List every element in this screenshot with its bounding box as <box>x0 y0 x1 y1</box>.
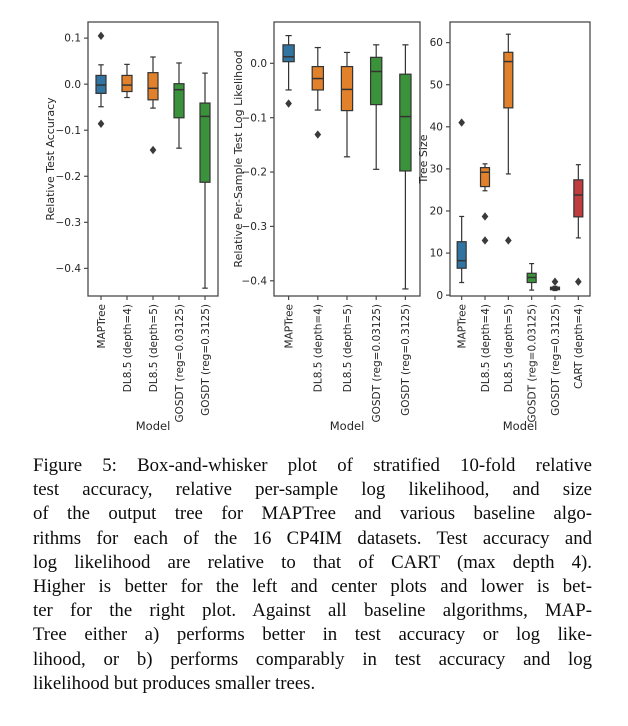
box <box>282 44 295 63</box>
box <box>340 65 354 112</box>
caption-line: rithms for each of the 16 CP4IM datasets… <box>33 527 592 549</box>
y-tick-label: −0.4 <box>242 275 268 287</box>
boxplot-figure: 0.1 0.0 −0.1 −0.2 −0.3 −0.4 Relative Test Accu… <box>44 21 591 433</box>
caption-line: Higher is better for the left and center… <box>33 576 592 598</box>
x-tick-label: GOSDT (reg=0.3125) <box>200 304 212 416</box>
y-tick-label: 40 <box>430 121 443 133</box>
box <box>121 74 133 93</box>
x-tick-label: DL8.5 (depth=4) <box>313 304 325 392</box>
box <box>147 72 159 101</box>
outlier-point <box>504 236 512 245</box>
y-tick-label: 30 <box>430 163 443 175</box>
caption-line: of the output tree for MAPTree and vario… <box>33 503 592 525</box>
y-tick-label: −0.3 <box>56 217 82 229</box>
x-axis-label: Model <box>330 419 365 433</box>
x-tick-label: DL8.5 (depth=4) <box>122 304 134 392</box>
y-axis-label: Relative Per-Sample Test Log Likelihood <box>232 50 245 267</box>
x-tick-label: MAPTree <box>283 304 295 348</box>
x-tick-label: MAPTree <box>96 304 108 348</box>
outlier-point <box>481 212 489 221</box>
outlier-point <box>314 130 322 139</box>
figure-caption: Figure 5: Box-and-whisker plot of strati… <box>33 454 592 696</box>
y-tick-label: 60 <box>430 37 443 49</box>
panel-1: 0.0 −0.1 −0.2 −0.3 −0.4 Relative Per-Sample T… <box>232 21 421 433</box>
outlier-point <box>551 277 559 286</box>
y-tick-label: 0.0 <box>64 79 81 91</box>
x-tick-label: DL8.5 (depth=5) <box>148 304 160 392</box>
caption-line: Tree either a) performs better in test a… <box>33 624 592 646</box>
y-tick-label: −0.1 <box>56 125 82 137</box>
y-tick-label: 50 <box>430 79 443 91</box>
outlier-point <box>285 99 292 108</box>
outlier-point <box>97 31 105 41</box>
caption-line: Figure 5: Box-and-whisker plot of strati… <box>33 455 592 476</box>
box <box>199 102 211 183</box>
y-tick-label: −0.3 <box>242 221 268 233</box>
x-tick-label: GOSDT (reg=0.03125) <box>526 304 538 423</box>
x-tick-label: DL8.5 (depth=5) <box>342 304 354 392</box>
box <box>479 167 491 188</box>
box <box>503 51 514 109</box>
outlier-point <box>458 118 466 127</box>
outlier-point <box>97 119 105 128</box>
x-axis-label: Model <box>503 419 538 433</box>
panel-0: 0.1 0.0 −0.1 −0.2 −0.3 −0.4 Relative Test Accu… <box>44 21 219 433</box>
y-tick-label: 20 <box>430 206 443 218</box>
y-tick-label: −0.2 <box>242 167 268 179</box>
caption-line: test accuracy, relative per-sample log l… <box>33 479 592 501</box>
caption-line: lihood, or b) performs comparably in tes… <box>33 648 592 670</box>
x-tick-label: GOSDT (reg=0.03125) <box>174 304 186 423</box>
y-tick-label: 0.0 <box>250 58 267 70</box>
outlier-point <box>149 145 157 155</box>
axes-frame <box>449 21 591 297</box>
box <box>399 73 412 172</box>
box <box>369 56 383 106</box>
x-axis-label: Model <box>136 419 171 433</box>
caption-line: log likelihood are relative to that of C… <box>33 551 592 573</box>
box <box>456 241 467 269</box>
x-tick-label: GOSDT (reg=0.03125) <box>371 304 383 423</box>
y-tick-label: −0.1 <box>242 112 268 124</box>
caption-line: likelihood but produces smaller trees. <box>33 672 316 694</box>
y-tick-label: 0.1 <box>64 33 81 45</box>
y-tick-label: 10 <box>430 248 443 260</box>
box <box>173 83 185 119</box>
x-tick-label: DL8.5 (depth=4) <box>480 304 492 392</box>
y-tick-label: −0.4 <box>56 263 82 275</box>
x-tick-label: GOSDT (reg=0.3125) <box>400 304 412 416</box>
x-tick-label: GOSDT (reg=0.3125) <box>550 304 562 416</box>
y-axis-label: Relative Test Accuracy <box>44 97 57 221</box>
y-tick-label: 0 <box>436 290 443 302</box>
box <box>573 179 584 218</box>
x-tick-label: DL8.5 (depth=5) <box>503 304 515 392</box>
y-tick-label: −0.2 <box>56 171 82 183</box>
x-tick-label: MAPTree <box>456 304 468 348</box>
caption-line: ter for the right plot. Against all base… <box>33 600 592 622</box>
outlier-point <box>481 236 489 245</box>
panel-2: 0 10 20 30 40 50 60 Tree Size MAPTree DL8.5 (dept… <box>417 21 591 433</box>
x-tick-label: CART (depth=4) <box>573 304 585 389</box>
outlier-point <box>574 277 582 286</box>
y-axis-label: Tree Size <box>417 134 430 184</box>
